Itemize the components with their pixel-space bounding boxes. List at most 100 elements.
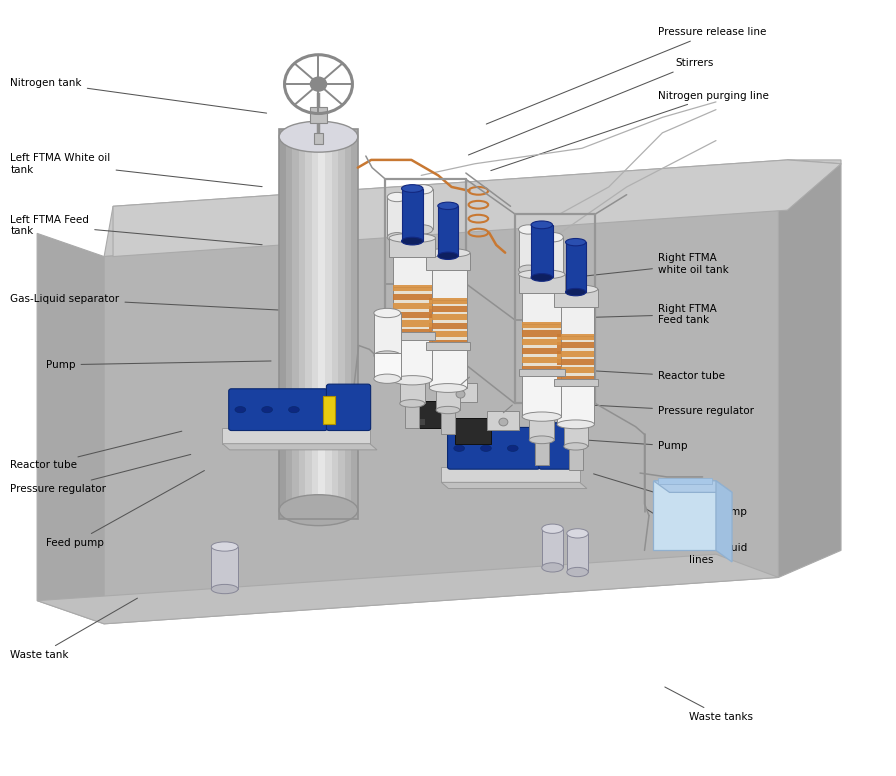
FancyBboxPatch shape: [338, 129, 345, 519]
Ellipse shape: [211, 542, 238, 551]
FancyBboxPatch shape: [441, 408, 455, 434]
FancyBboxPatch shape: [444, 383, 477, 402]
FancyBboxPatch shape: [448, 428, 539, 469]
Text: Reactor tube: Reactor tube: [11, 431, 182, 470]
FancyBboxPatch shape: [554, 379, 598, 386]
Ellipse shape: [436, 407, 460, 414]
Polygon shape: [779, 160, 841, 210]
FancyBboxPatch shape: [522, 324, 562, 374]
FancyBboxPatch shape: [312, 129, 318, 519]
Polygon shape: [788, 160, 841, 164]
Polygon shape: [37, 554, 779, 624]
Ellipse shape: [413, 185, 433, 194]
Ellipse shape: [542, 563, 564, 572]
Ellipse shape: [387, 192, 407, 202]
FancyBboxPatch shape: [211, 546, 238, 589]
FancyBboxPatch shape: [522, 374, 562, 417]
FancyBboxPatch shape: [429, 269, 467, 300]
FancyBboxPatch shape: [306, 129, 312, 519]
Ellipse shape: [564, 442, 588, 450]
Text: Right FTMA
Feed tank: Right FTMA Feed tank: [558, 303, 717, 325]
Ellipse shape: [401, 185, 423, 192]
FancyBboxPatch shape: [345, 129, 351, 519]
FancyBboxPatch shape: [658, 479, 711, 484]
Ellipse shape: [522, 412, 562, 421]
FancyBboxPatch shape: [400, 379, 425, 404]
Ellipse shape: [429, 383, 467, 393]
Ellipse shape: [438, 203, 458, 210]
FancyBboxPatch shape: [286, 129, 292, 519]
FancyBboxPatch shape: [542, 528, 564, 567]
Ellipse shape: [453, 445, 464, 452]
Text: Pump: Pump: [46, 360, 271, 370]
Ellipse shape: [235, 407, 246, 413]
Ellipse shape: [565, 289, 586, 296]
Ellipse shape: [400, 400, 425, 407]
Ellipse shape: [456, 390, 465, 398]
Text: Pressure regulator: Pressure regulator: [11, 455, 191, 494]
FancyBboxPatch shape: [519, 369, 565, 376]
FancyBboxPatch shape: [564, 423, 588, 446]
Text: Waste fluid
lines: Waste fluid lines: [647, 509, 747, 565]
FancyBboxPatch shape: [538, 423, 581, 469]
FancyBboxPatch shape: [429, 348, 467, 388]
Ellipse shape: [374, 374, 401, 383]
Polygon shape: [222, 444, 377, 450]
FancyBboxPatch shape: [401, 189, 423, 241]
FancyBboxPatch shape: [405, 401, 419, 428]
FancyBboxPatch shape: [389, 238, 435, 257]
FancyBboxPatch shape: [535, 438, 549, 465]
FancyBboxPatch shape: [557, 305, 594, 336]
FancyBboxPatch shape: [557, 368, 594, 373]
Ellipse shape: [531, 221, 553, 229]
Ellipse shape: [413, 225, 433, 234]
Text: Gas-Liquid separator: Gas-Liquid separator: [11, 294, 289, 310]
FancyBboxPatch shape: [413, 189, 433, 230]
FancyBboxPatch shape: [429, 331, 467, 337]
Circle shape: [310, 77, 326, 91]
FancyBboxPatch shape: [392, 303, 432, 309]
FancyBboxPatch shape: [522, 331, 562, 337]
Text: Left FTMA Feed
tank: Left FTMA Feed tank: [11, 215, 263, 244]
FancyBboxPatch shape: [228, 389, 327, 431]
FancyBboxPatch shape: [554, 289, 598, 307]
FancyBboxPatch shape: [429, 323, 467, 329]
Ellipse shape: [374, 351, 401, 360]
FancyBboxPatch shape: [392, 285, 432, 291]
Text: Feed pump: Feed pump: [46, 470, 204, 548]
FancyBboxPatch shape: [392, 255, 432, 287]
Polygon shape: [716, 481, 732, 562]
FancyBboxPatch shape: [280, 129, 286, 519]
Ellipse shape: [554, 285, 598, 293]
Ellipse shape: [392, 376, 432, 385]
FancyBboxPatch shape: [522, 348, 562, 354]
Ellipse shape: [280, 495, 358, 525]
Text: Pump: Pump: [563, 438, 687, 451]
Polygon shape: [113, 160, 841, 257]
Text: Stirrers: Stirrers: [469, 58, 714, 155]
Ellipse shape: [211, 584, 238, 594]
FancyBboxPatch shape: [487, 411, 520, 430]
FancyBboxPatch shape: [429, 300, 467, 348]
Text: Right FTMA
white oil tank: Right FTMA white oil tank: [554, 254, 728, 279]
FancyBboxPatch shape: [410, 401, 448, 428]
FancyBboxPatch shape: [429, 340, 467, 345]
Polygon shape: [37, 234, 104, 624]
Text: Reactor tube: Reactor tube: [558, 369, 725, 381]
FancyBboxPatch shape: [387, 197, 407, 237]
FancyBboxPatch shape: [569, 444, 582, 470]
Polygon shape: [653, 481, 716, 550]
FancyBboxPatch shape: [392, 312, 432, 318]
Ellipse shape: [567, 528, 589, 538]
FancyBboxPatch shape: [531, 225, 553, 278]
FancyBboxPatch shape: [325, 129, 332, 519]
FancyBboxPatch shape: [557, 342, 594, 348]
Ellipse shape: [389, 234, 435, 243]
FancyBboxPatch shape: [429, 314, 467, 320]
Ellipse shape: [544, 273, 564, 282]
FancyBboxPatch shape: [522, 291, 562, 324]
Text: Pressure regulator: Pressure regulator: [563, 404, 754, 416]
FancyBboxPatch shape: [332, 129, 338, 519]
FancyBboxPatch shape: [567, 533, 589, 572]
Text: Nitrogen tank: Nitrogen tank: [11, 78, 267, 113]
